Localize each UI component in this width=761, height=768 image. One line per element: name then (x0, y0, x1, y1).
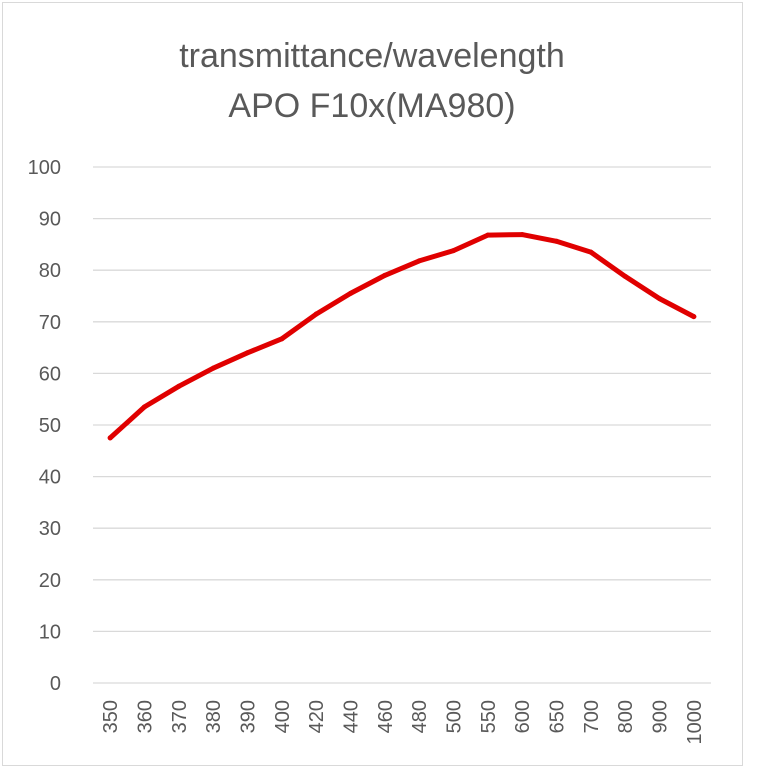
y-tick-label: 100 (28, 157, 61, 179)
series-layer (107, 232, 697, 441)
x-tick-label: 440 (341, 700, 363, 733)
data-point (279, 336, 285, 342)
series-line-0 (107, 232, 697, 441)
data-point (554, 238, 559, 244)
data-point (588, 249, 594, 255)
y-tick-label: 80 (39, 260, 61, 282)
data-point (382, 272, 388, 278)
x-tick-label: 360 (135, 700, 157, 733)
data-point (107, 435, 113, 441)
y-axis-ticks: 0 10 20 30 40 50 60 70 80 90 100 (28, 157, 61, 695)
x-tick-label: 650 (547, 700, 569, 733)
y-tick-label: 50 (39, 415, 61, 437)
x-tick-label: 460 (375, 700, 397, 733)
chart-title-line-1: transmittance/wavelength (179, 37, 565, 75)
data-point (210, 365, 216, 371)
x-tick-label: 370 (169, 700, 191, 733)
chart-frame (2, 2, 743, 766)
data-point (657, 296, 662, 302)
y-tick-label: 10 (39, 621, 61, 643)
y-tick-label: 90 (39, 209, 61, 231)
grid-lines (93, 166, 711, 684)
data-point (485, 232, 491, 238)
y-tick-label: 70 (39, 312, 61, 334)
y-tick-label: 20 (39, 570, 61, 592)
x-tick-label: 600 (512, 700, 534, 733)
x-tick-label: 380 (203, 700, 225, 733)
x-tick-label: 390 (238, 700, 260, 733)
x-tick-label: 500 (444, 700, 466, 733)
data-point (313, 311, 319, 317)
x-tick-label: 400 (272, 700, 294, 733)
x-tick-label: 420 (306, 700, 328, 733)
x-tick-label: 1000 (684, 700, 706, 745)
y-tick-label: 60 (39, 363, 61, 385)
data-point (691, 314, 697, 320)
y-tick-label: 40 (39, 467, 61, 489)
data-point (416, 258, 422, 264)
data-point (176, 383, 182, 389)
x-tick-label: 550 (478, 700, 500, 733)
x-tick-label: 800 (615, 700, 637, 733)
y-tick-label: 30 (39, 518, 61, 540)
data-point (245, 350, 250, 356)
x-tick-label: 480 (409, 700, 431, 733)
chart-title-line-2: APO F10x(MA980) (228, 87, 515, 125)
data-point (451, 248, 456, 254)
x-tick-label: 900 (650, 700, 672, 733)
x-tick-label: 350 (100, 700, 122, 733)
data-point (519, 232, 525, 238)
data-point (622, 273, 628, 279)
data-point (142, 404, 147, 410)
data-point (348, 290, 353, 296)
x-axis-ticks: 350 360 370 380 390 400 420 440 460 480 500 550 600 6… (100, 700, 706, 745)
y-tick-label: 0 (50, 673, 61, 695)
x-tick-label: 700 (581, 700, 603, 733)
